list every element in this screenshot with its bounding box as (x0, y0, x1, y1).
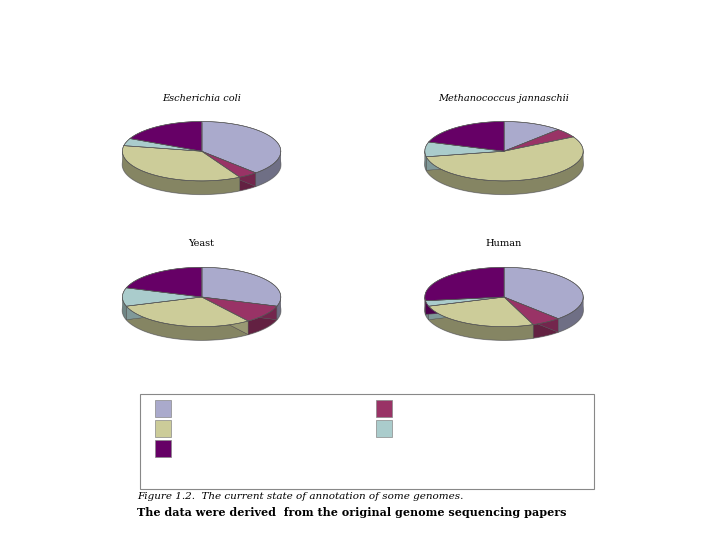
Polygon shape (504, 297, 533, 338)
Polygon shape (425, 135, 583, 194)
Polygon shape (426, 297, 504, 314)
Polygon shape (426, 151, 504, 170)
Polygon shape (426, 152, 583, 194)
Text: Unknown, no similarity: Unknown, no similarity (176, 444, 289, 454)
Polygon shape (504, 297, 558, 325)
Polygon shape (428, 297, 504, 320)
Polygon shape (202, 151, 256, 186)
Polygon shape (130, 122, 202, 151)
Text: Recently characterized: Recently characterized (397, 404, 510, 414)
Polygon shape (533, 319, 558, 338)
Text: Yeast: Yeast (189, 239, 215, 248)
Polygon shape (202, 297, 277, 321)
Polygon shape (428, 297, 504, 320)
Polygon shape (202, 122, 281, 173)
Polygon shape (126, 306, 248, 340)
Polygon shape (126, 297, 202, 320)
Polygon shape (504, 130, 573, 151)
Polygon shape (122, 146, 240, 181)
Text: Figure 1.2.  The current state of annotation of some genomes.: Figure 1.2. The current state of annotat… (137, 492, 463, 502)
Polygon shape (504, 297, 533, 338)
Polygon shape (202, 151, 240, 191)
Polygon shape (122, 135, 281, 194)
Polygon shape (202, 151, 256, 177)
Polygon shape (202, 151, 256, 186)
Polygon shape (425, 151, 426, 170)
Polygon shape (202, 267, 281, 306)
Polygon shape (202, 297, 248, 334)
Polygon shape (202, 297, 277, 320)
Text: Characterized by similarity: Characterized by similarity (176, 424, 308, 434)
FancyBboxPatch shape (140, 394, 594, 489)
Polygon shape (428, 297, 533, 327)
Text: Characterized experimentally: Characterized experimentally (176, 404, 321, 414)
Text: Similar to unknown: Similar to unknown (397, 424, 492, 434)
Polygon shape (124, 139, 202, 151)
Polygon shape (122, 281, 281, 340)
Polygon shape (202, 297, 248, 334)
Polygon shape (256, 151, 281, 186)
FancyBboxPatch shape (155, 400, 171, 417)
FancyBboxPatch shape (155, 440, 171, 457)
Polygon shape (504, 297, 558, 332)
Polygon shape (558, 297, 583, 332)
Polygon shape (504, 297, 558, 332)
Polygon shape (425, 142, 504, 157)
Polygon shape (428, 306, 533, 340)
Text: Escherichia coli: Escherichia coli (162, 93, 241, 103)
Polygon shape (425, 267, 504, 301)
Polygon shape (122, 297, 126, 320)
Text: The data were derived  from the original genome sequencing papers: The data were derived from the original … (137, 507, 567, 517)
Polygon shape (248, 306, 277, 334)
Polygon shape (202, 151, 240, 191)
Polygon shape (122, 151, 240, 194)
Polygon shape (240, 173, 256, 191)
FancyBboxPatch shape (376, 400, 392, 417)
Polygon shape (426, 297, 504, 306)
Polygon shape (426, 297, 504, 314)
Polygon shape (426, 301, 428, 320)
Polygon shape (126, 267, 202, 297)
Polygon shape (504, 122, 558, 151)
Polygon shape (428, 122, 504, 151)
Polygon shape (202, 297, 277, 320)
Polygon shape (277, 298, 281, 320)
Polygon shape (426, 137, 583, 181)
Polygon shape (425, 281, 583, 340)
Polygon shape (126, 297, 248, 327)
Polygon shape (426, 151, 504, 170)
Text: Human: Human (486, 239, 522, 248)
FancyBboxPatch shape (155, 420, 171, 437)
Polygon shape (126, 297, 202, 320)
FancyBboxPatch shape (376, 420, 392, 437)
Polygon shape (122, 288, 202, 306)
Polygon shape (504, 267, 583, 319)
Text: Methanococcus jannaschii: Methanococcus jannaschii (438, 93, 570, 103)
